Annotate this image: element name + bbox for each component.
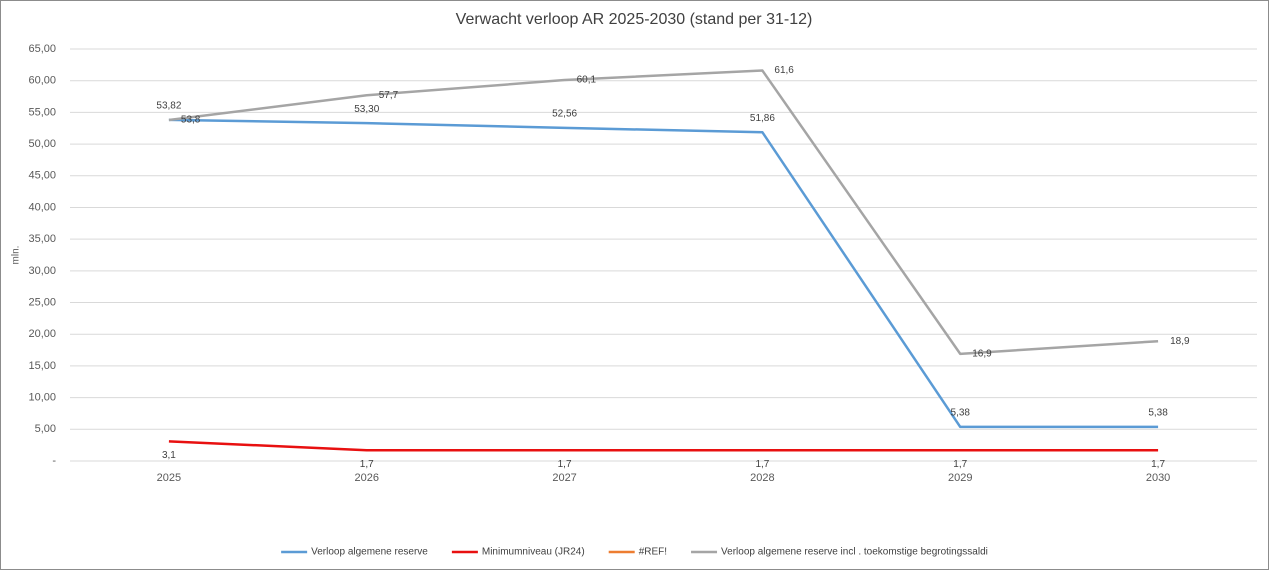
x-tick-label: 2025	[157, 472, 181, 484]
data-label: 3,1	[162, 450, 176, 461]
y-tick-label: -	[52, 455, 56, 467]
data-label: 57,7	[379, 90, 399, 101]
y-tick-label: 60,00	[28, 75, 56, 87]
data-label: 5,38	[1148, 408, 1168, 419]
data-label: 53,30	[354, 104, 379, 115]
data-label: 1,7	[360, 459, 374, 470]
y-tick-label: 50,00	[28, 138, 56, 150]
data-label: 1,7	[1151, 459, 1165, 470]
data-label: 52,56	[552, 108, 577, 119]
y-tick-label: 45,00	[28, 170, 56, 182]
data-label: 51,86	[750, 113, 775, 124]
legend-label: Verloop algemene reserve incl . toekomst…	[721, 547, 988, 558]
y-tick-label: 20,00	[28, 328, 56, 340]
series-line	[168, 440, 1159, 452]
y-tick-label: 15,00	[28, 360, 56, 372]
y-tick-label: 55,00	[28, 106, 56, 118]
chart-title: Verwacht verloop AR 2025-2030 (stand per…	[456, 11, 813, 28]
data-label: 5,38	[951, 408, 971, 419]
data-label: 1,7	[953, 459, 967, 470]
y-tick-label: 5,00	[35, 423, 56, 435]
x-tick-label: 2027	[552, 472, 576, 484]
data-label: 18,9	[1170, 336, 1190, 347]
y-tick-label: 10,00	[28, 392, 56, 404]
series-line	[168, 69, 1159, 356]
x-tick-label: 2028	[750, 472, 774, 484]
data-label: 60,1	[577, 75, 597, 86]
x-tick-label: 2030	[1146, 472, 1170, 484]
data-label: 1,7	[755, 459, 769, 470]
data-label: 1,7	[558, 459, 572, 470]
legend-label: #REF!	[639, 547, 667, 558]
data-label: 61,6	[774, 65, 794, 76]
x-tick-label: 2029	[948, 472, 972, 484]
y-tick-label: 40,00	[28, 201, 56, 213]
series-line	[168, 118, 1159, 429]
legend-label: Minimumniveau (JR24)	[482, 547, 585, 558]
data-label: 53,82	[156, 101, 181, 112]
y-tick-label: 35,00	[28, 233, 56, 245]
data-label: 16,9	[972, 349, 992, 360]
y-tick-label: 30,00	[28, 265, 56, 277]
y-tick-label: 25,00	[28, 296, 56, 308]
y-axis-label: mln.	[11, 246, 22, 265]
data-label: 53,8	[181, 115, 201, 126]
y-tick-label: 65,00	[28, 43, 56, 55]
x-tick-label: 2026	[355, 472, 379, 484]
legend-label: Verloop algemene reserve	[311, 547, 428, 558]
